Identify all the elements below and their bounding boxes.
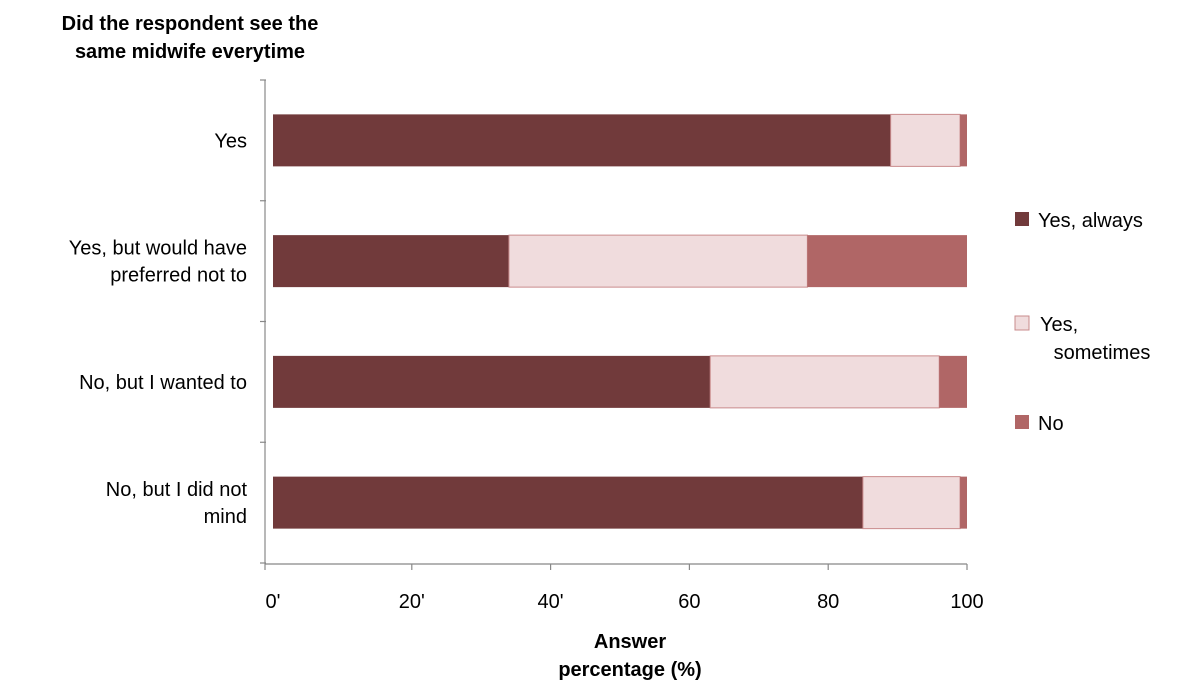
bar-segment (273, 114, 891, 167)
bar-segment (508, 234, 808, 288)
bar-segment (273, 355, 711, 408)
legend-label-line: No (1038, 413, 1064, 435)
bars (273, 113, 967, 530)
category-label-line: mind (204, 506, 247, 528)
category-label-line: Yes, but would have (69, 238, 247, 260)
x-tick-label: 80 (817, 591, 839, 613)
category-labels: Yes Yes, but would have preferred not to No… (69, 130, 248, 528)
bar-segment (807, 235, 967, 288)
x-axis-title: Answer percentage (%) (558, 631, 701, 681)
x-tick-label: 60 (678, 591, 700, 613)
legend-label: Yes, always (1038, 210, 1143, 232)
category-label: No, but I did not mind (106, 479, 248, 528)
y-axis-title-text: Did the respondent see the same midwife e… (62, 13, 319, 63)
bar-segment (273, 476, 863, 529)
x-axis-title-text-line: Answer (594, 631, 666, 653)
category-label: No, but I wanted to (79, 372, 247, 394)
bar-segment (862, 476, 961, 530)
legend-label: Yes, sometimes (1040, 314, 1150, 364)
y-axis-title-text-line: Did the respondent see the (62, 13, 319, 35)
legend-swatch (1015, 212, 1029, 226)
legend-label-line: Yes, (1040, 314, 1078, 336)
category-label: Yes, but would have preferred not to (69, 238, 247, 287)
y-axis-title-text-line: same midwife everytime (75, 41, 305, 63)
category-label-line: No, but I did not (106, 479, 248, 501)
legend-label: No (1038, 413, 1064, 435)
x-axis-title-text: Answer percentage (%) (558, 631, 701, 681)
legend-label-line: sometimes (1054, 342, 1151, 364)
x-tick-label: 0' (266, 591, 281, 613)
bar-segment (939, 355, 967, 408)
bar-segment (960, 114, 967, 167)
category-label: Yes (214, 130, 247, 152)
bar-segment (273, 235, 509, 288)
category-label-line: preferred not to (110, 265, 247, 287)
x-tick-label: 40' (538, 591, 564, 613)
x-tick-labels: 0' 20' 40' 60 80 100 (266, 591, 984, 613)
legend: Yes, always Yes, sometimes No (1014, 210, 1150, 435)
bar-segment (960, 476, 967, 529)
axes (260, 79, 968, 570)
legend-swatch (1014, 315, 1030, 331)
bar-segment (890, 113, 961, 167)
y-axis-title: Did the respondent see the same midwife e… (62, 13, 319, 63)
x-axis-title-text-line: percentage (%) (558, 659, 701, 681)
x-tick-label: 100 (950, 591, 983, 613)
legend-swatch (1015, 415, 1029, 429)
x-tick-label: 20' (399, 591, 425, 613)
bar-segment (709, 355, 940, 409)
legend-label-line: Yes, always (1038, 210, 1143, 232)
category-label-line: Yes (214, 130, 247, 152)
category-label-line: No, but I wanted to (79, 372, 247, 394)
